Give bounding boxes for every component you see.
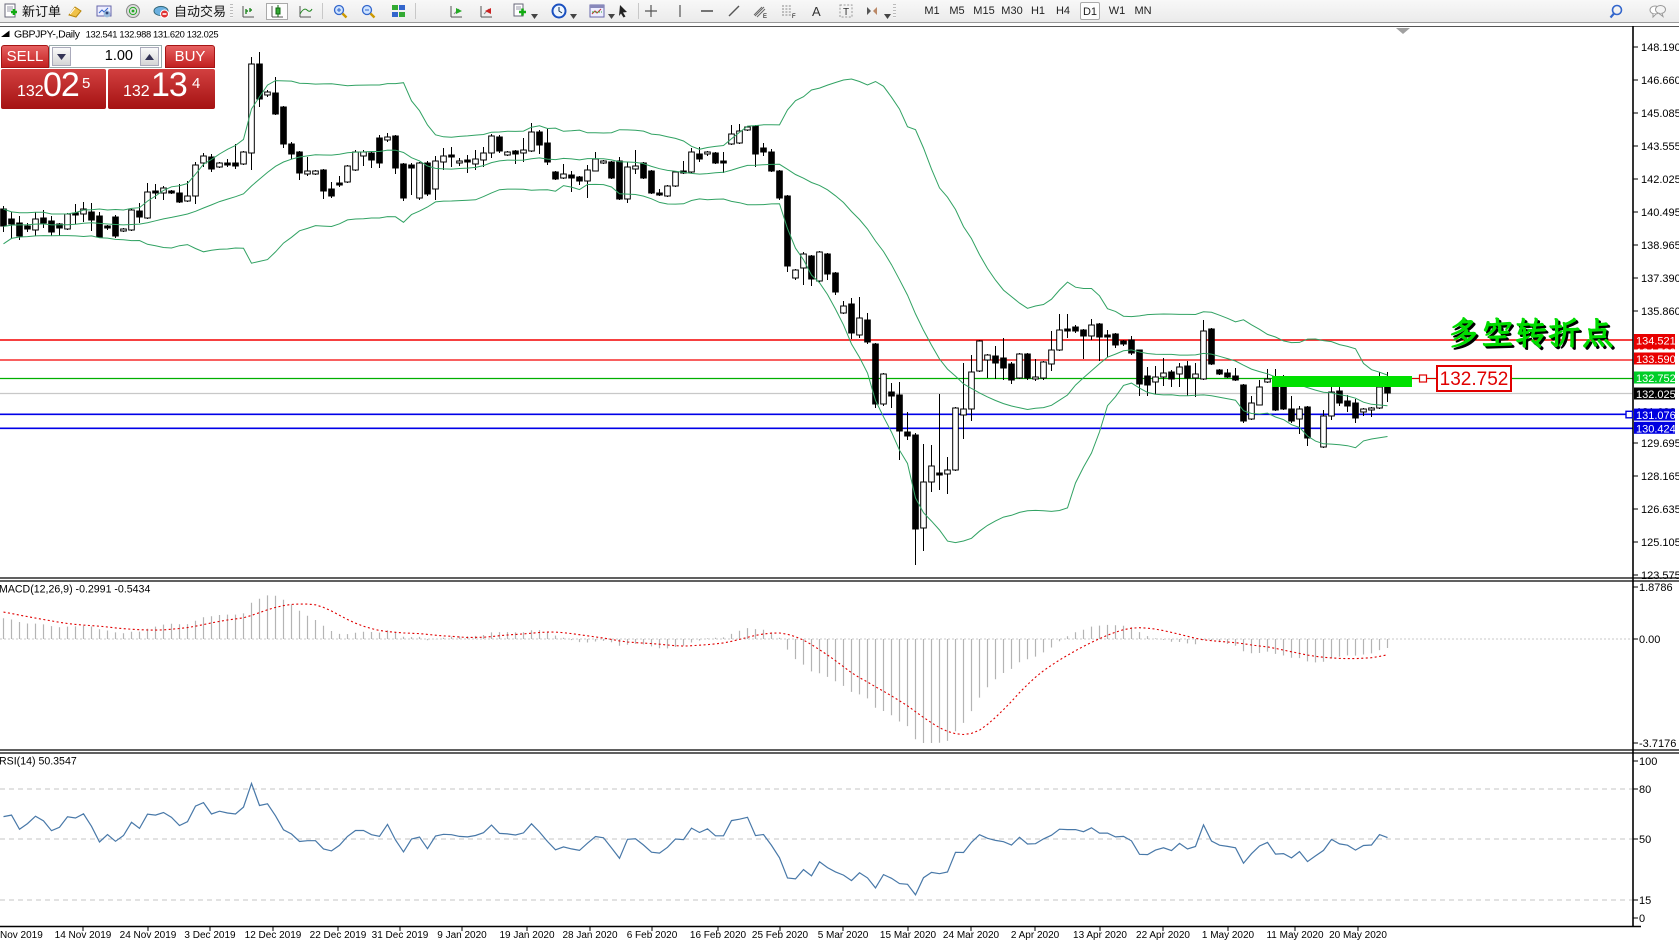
svg-text:50: 50 [1639, 834, 1651, 846]
svg-text:19 Jan 2020: 19 Jan 2020 [499, 930, 554, 941]
svg-text:15: 15 [1639, 895, 1651, 907]
svg-text:6 Feb 2020: 6 Feb 2020 [627, 930, 678, 941]
svg-text:-3.7176: -3.7176 [1639, 738, 1676, 750]
svg-text:24 Mar 2020: 24 Mar 2020 [943, 930, 1000, 941]
svg-text:145.085: 145.085 [1641, 108, 1679, 120]
svg-text:132.752: 132.752 [1440, 369, 1509, 390]
svg-text:3 Dec 2019: 3 Dec 2019 [184, 930, 236, 941]
svg-text:0.00: 0.00 [1639, 634, 1660, 646]
svg-text:100: 100 [1639, 756, 1657, 768]
svg-text:126.635: 126.635 [1641, 504, 1679, 516]
svg-text:128.165: 128.165 [1641, 471, 1679, 483]
svg-text:131.076: 131.076 [1636, 410, 1676, 422]
svg-text:131.092: 131.092 [1636, 407, 1676, 419]
svg-text:2 Apr 2020: 2 Apr 2020 [1011, 930, 1060, 941]
svg-text:132.752: 132.752 [1636, 373, 1676, 385]
svg-text:24 Nov 2019: 24 Nov 2019 [120, 930, 177, 941]
svg-text:137.390: 137.390 [1641, 273, 1679, 285]
svg-text:0: 0 [1639, 913, 1645, 925]
svg-text:5 Mar 2020: 5 Mar 2020 [818, 930, 869, 941]
svg-text:138.965: 138.965 [1641, 240, 1679, 252]
svg-text:123.575: 123.575 [1641, 570, 1679, 582]
svg-text:25 Feb 2020: 25 Feb 2020 [752, 930, 809, 941]
svg-text:RSI(14) 50.3547: RSI(14) 50.3547 [0, 756, 77, 768]
svg-text:11 May 2020: 11 May 2020 [1266, 930, 1324, 941]
svg-text:31 Dec 2019: 31 Dec 2019 [372, 930, 429, 941]
svg-text:143.555: 143.555 [1641, 141, 1679, 153]
svg-text:125.105: 125.105 [1641, 537, 1679, 549]
svg-text:134.521: 134.521 [1636, 336, 1676, 348]
svg-text:129.695: 129.695 [1641, 438, 1679, 450]
svg-text:134.530: 134.530 [1636, 347, 1676, 359]
svg-text:15 Mar 2020: 15 Mar 2020 [880, 930, 937, 941]
svg-text:20 May 2020: 20 May 2020 [1329, 930, 1387, 941]
svg-text:12 Dec 2019: 12 Dec 2019 [245, 930, 302, 941]
svg-text:T: T [843, 7, 849, 18]
svg-text:148.190: 148.190 [1641, 42, 1679, 54]
svg-text:142.025: 142.025 [1641, 174, 1679, 186]
svg-text:22 Apr 2020: 22 Apr 2020 [1136, 930, 1190, 941]
svg-text:Nov 2019: Nov 2019 [0, 930, 43, 941]
svg-text:F: F [792, 14, 796, 20]
svg-text:13 Apr 2020: 13 Apr 2020 [1073, 930, 1127, 941]
svg-text:16 Feb 2020: 16 Feb 2020 [690, 930, 747, 941]
svg-text:14 Nov 2019: 14 Nov 2019 [55, 930, 112, 941]
svg-text:28 Jan 2020: 28 Jan 2020 [562, 930, 617, 941]
svg-text:E: E [763, 14, 767, 20]
svg-text:9 Jan 2020: 9 Jan 2020 [437, 930, 487, 941]
svg-text:1.8786: 1.8786 [1639, 582, 1673, 594]
svg-text:1 May 2020: 1 May 2020 [1202, 930, 1255, 941]
svg-text:130.424: 130.424 [1636, 423, 1676, 435]
svg-text:135.860: 135.860 [1641, 306, 1679, 318]
svg-text:132.025: 132.025 [1636, 389, 1676, 401]
svg-text:133.590: 133.590 [1636, 354, 1676, 366]
svg-text:22 Dec 2019: 22 Dec 2019 [310, 930, 367, 941]
svg-text:146.660: 146.660 [1641, 75, 1679, 87]
svg-text:MACD(12,26,9) -0.2991 -0.5434: MACD(12,26,9) -0.2991 -0.5434 [0, 584, 150, 596]
svg-text:80: 80 [1639, 784, 1651, 796]
svg-text:140.495: 140.495 [1641, 207, 1679, 219]
